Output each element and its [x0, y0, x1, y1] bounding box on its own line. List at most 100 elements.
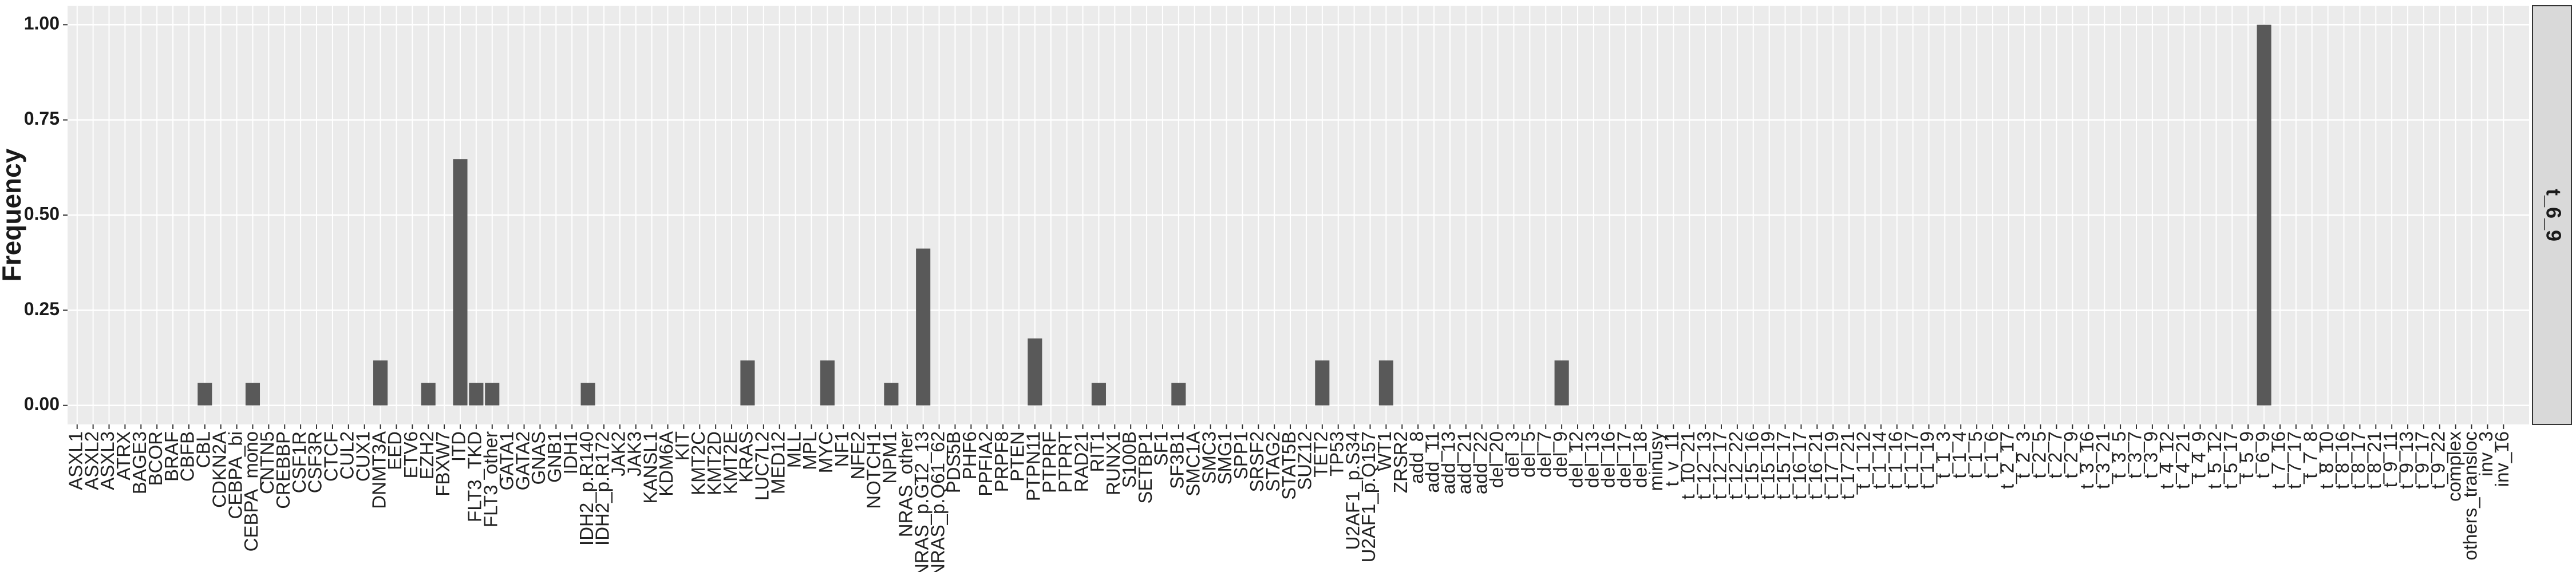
x-tick-label: t_1_16: [1884, 431, 1906, 489]
x-tick-label: CDKN2A: [208, 431, 230, 508]
bar: [197, 383, 212, 406]
facet-label: t_6_9: [2542, 189, 2565, 241]
x-tick-label: t_2_9: [2060, 431, 2081, 479]
x-tick-label: add_22: [1469, 431, 1491, 494]
x-tick-label: PRPF8: [991, 431, 1012, 492]
x-tick-label: U2AF1_p.Q157: [1358, 431, 1379, 562]
x-tick-label: EZH2: [416, 431, 437, 479]
x-tick-label: del_12: [1566, 431, 1587, 488]
x-tick-label: t_1_5: [1965, 431, 1986, 479]
x-tick-label: NFE2: [847, 431, 868, 479]
x-tick-label: t_17_19: [1821, 431, 1842, 499]
x-tick-label: NF1: [831, 431, 852, 467]
x-tick-label: TP53: [1326, 431, 1347, 476]
x-tick-label: BAGE3: [129, 431, 150, 494]
x-tick-label: del_5: [1518, 431, 1539, 478]
x-tick-label: t_15_17: [1773, 431, 1794, 499]
x-tick-label: IDH2_p.R140: [576, 431, 597, 546]
x-tick-label: ITD: [448, 431, 469, 462]
x-tick-label: inv_3: [2475, 431, 2496, 476]
x-tick-label: SMC1A: [1182, 431, 1203, 496]
x-tick-label: del_16: [1597, 431, 1618, 488]
x-tick-label: t_15_19: [1757, 431, 1778, 499]
x-tick-label: KMT2E: [720, 431, 741, 494]
x-tick-label: SPP1: [1230, 431, 1251, 479]
x-tick-label: MED12: [767, 431, 788, 494]
x-tick-label: t_9_17: [2412, 431, 2433, 489]
bar: [1554, 360, 1569, 406]
x-tick-label: PTPRF: [1038, 431, 1060, 493]
x-tick-label: t_8_17: [2348, 431, 2369, 489]
x-tick-label: t_3_7: [2124, 431, 2146, 479]
x-tick-label: CUX1: [352, 431, 373, 482]
x-tick-label: CSF3R: [305, 431, 326, 493]
x-tick-label: del_9: [1550, 431, 1571, 478]
x-tick-label: BCOR: [145, 431, 166, 486]
x-tick-label: t_12_13: [1693, 431, 1714, 499]
x-tick-label: t_6_9: [2252, 431, 2273, 479]
x-tick-label: t_16_21: [1805, 431, 1826, 499]
x-tick-label: t_8_16: [2332, 431, 2353, 489]
x-tick-label: t_4_9: [2188, 431, 2209, 479]
x-tick-label: t_9_22: [2428, 431, 2449, 489]
x-tick-label: t_4_12: [2156, 431, 2177, 489]
x-tick-label: del_20: [1485, 431, 1507, 488]
x-tick-label: STAG2: [1262, 431, 1283, 492]
facet-strip: [2532, 5, 2572, 425]
x-tick-label: ZRSR2: [1390, 431, 1411, 493]
x-tick-label: LUC7L2: [752, 431, 773, 500]
x-tick-label: CREBBP: [272, 431, 294, 509]
x-tick-label: MYC: [815, 431, 836, 473]
x-tick-label: t_16_17: [1789, 431, 1810, 499]
bar: [2257, 25, 2271, 406]
x-tick-label: SMC3: [1198, 431, 1219, 484]
x-tick-label: inv_16: [2491, 431, 2512, 487]
x-tick-label: KMT2C: [688, 431, 709, 495]
x-tick-label: del_7: [1534, 431, 1555, 478]
x-tick-label: del_3: [1502, 431, 1523, 478]
bar: [884, 383, 899, 406]
x-tick-label: add_8: [1406, 431, 1427, 484]
x-tick-label: S100B: [1119, 431, 1140, 488]
bar: [469, 383, 484, 406]
x-tick-label: GATA2: [512, 431, 533, 490]
x-tick-label: CTCF: [321, 431, 342, 482]
x-tick-label: t_5_12: [2204, 431, 2225, 489]
bar: [1378, 360, 1393, 406]
x-tick-label: JAK3: [623, 431, 645, 476]
x-tick-label: CEBPA_mono: [240, 431, 262, 551]
x-tick-label: ASXL3: [97, 431, 118, 490]
y-tick-label: 0.00: [24, 394, 60, 414]
x-tick-label: t_1_12: [1853, 431, 1874, 489]
bar: [1315, 360, 1330, 406]
x-tick-label: t_8_10: [2316, 431, 2337, 489]
x-tick-label: ASXL2: [81, 431, 102, 490]
bar: [245, 383, 260, 406]
x-tick-label: PDS5B: [943, 431, 964, 493]
x-tick-label: MLL: [783, 431, 804, 468]
bar: [421, 383, 436, 406]
x-tick-label: CEBPA_bi: [224, 431, 246, 519]
x-tick-label: t_7_17: [2284, 431, 2305, 489]
x-tick-label: t_9_13: [2396, 431, 2417, 489]
x-tick-label: EED: [384, 431, 405, 470]
x-tick-label: NOTCH1: [863, 431, 884, 509]
bar: [580, 383, 595, 406]
x-tick-label: PTEN: [1007, 431, 1028, 482]
x-tick-label: IDH1: [560, 431, 581, 474]
x-tick-label: RUNX1: [1103, 431, 1124, 495]
x-tick-label: t_5_17: [2220, 431, 2241, 489]
bar: [1091, 383, 1106, 406]
x-tick-label: t_2_17: [1997, 431, 2018, 489]
x-tick-label: IDH2_p.R172: [592, 431, 613, 546]
x-tick-label: STAT5B: [1278, 431, 1299, 500]
y-axis-title: Frequency: [0, 148, 26, 281]
x-tick-label: t_3_5: [2108, 431, 2129, 479]
x-tick-label: CBL: [193, 431, 214, 468]
bar: [1171, 383, 1186, 406]
x-tick-label: SMG1: [1214, 431, 1235, 485]
x-tick-label: KRAS: [736, 431, 757, 483]
x-tick-label: GNB1: [544, 431, 565, 483]
x-tick-label: RIT1: [1086, 431, 1108, 472]
x-tick-label: CUL2: [337, 431, 358, 479]
